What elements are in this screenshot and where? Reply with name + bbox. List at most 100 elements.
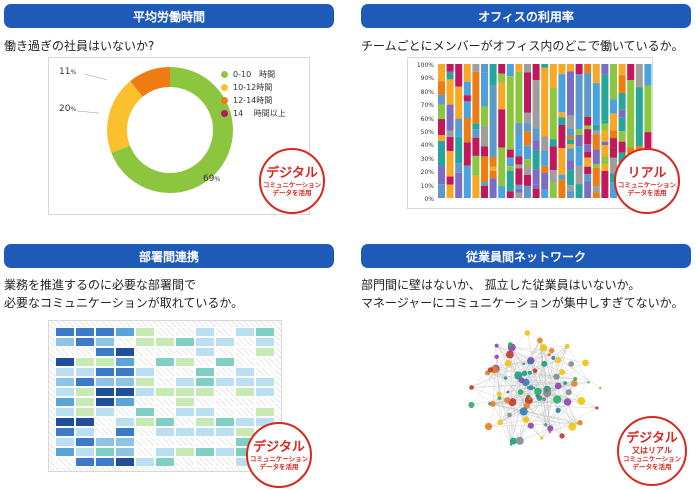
bar-segment — [601, 120, 609, 124]
network-node — [564, 343, 570, 349]
heatmap-cell — [115, 387, 135, 397]
heatmap-cell — [95, 357, 115, 367]
bar-segment — [438, 119, 445, 136]
bar-segment — [558, 117, 566, 125]
bar-segment — [567, 191, 574, 198]
network-node — [545, 389, 548, 392]
bar-segment — [567, 160, 574, 171]
network-node — [587, 381, 590, 384]
legend-item-10-12: 10-12時間 — [221, 81, 286, 94]
bar-segment — [455, 172, 463, 198]
bar-segment — [644, 64, 652, 86]
network-node — [568, 422, 577, 431]
network-node — [543, 389, 552, 398]
bar-segment — [541, 189, 549, 198]
heatmap-cell — [135, 377, 155, 387]
network-edge — [494, 360, 531, 370]
badge-digital-q1: デジタル コミュニケーション データを活用 — [259, 148, 325, 214]
network-edge — [513, 392, 548, 442]
bar-segment — [567, 71, 574, 116]
bar-segment — [472, 64, 480, 72]
heatmap-cell — [255, 337, 275, 347]
panel-department-heatmap — [48, 320, 282, 472]
heatmap-cell — [55, 407, 75, 417]
network-edge — [529, 346, 568, 373]
heatmap-cell — [175, 407, 195, 417]
heatmap-cell — [215, 337, 235, 347]
bar-segment — [549, 87, 557, 134]
heatmap-cell — [195, 357, 215, 367]
bar-segment — [644, 85, 652, 133]
bar-segment — [618, 75, 626, 93]
bar-segment — [618, 117, 626, 132]
network-node — [595, 406, 599, 410]
heatmap-cell — [255, 347, 275, 357]
network-edge — [530, 360, 539, 392]
heatmap-cell — [195, 397, 215, 407]
network-node — [551, 355, 556, 360]
network-node — [563, 398, 572, 406]
bar-segment — [635, 87, 643, 146]
bar-segment — [532, 188, 540, 198]
network-edge — [527, 332, 546, 425]
bar-segment — [601, 123, 609, 131]
network-node — [494, 343, 499, 348]
heatmap-cell — [195, 437, 215, 447]
panel-office-stacked-bars: 100% 90% 80% 70% 60% 50% 40% 30% 20% 10%… — [407, 57, 653, 209]
bar-segment — [446, 137, 454, 151]
heatmap-cell — [175, 357, 195, 367]
bar-segment — [498, 147, 506, 187]
bar-segment — [472, 71, 480, 124]
heatmap-cell — [175, 427, 195, 437]
network-edge — [561, 372, 568, 403]
y-axis-ticks: 100% 90% 80% 70% 60% 50% 40% 30% 20% 10%… — [412, 62, 434, 203]
heatmap-cell — [75, 417, 95, 427]
bar-segment — [524, 145, 531, 160]
heatmap-cell — [115, 347, 135, 357]
heatmap-cell — [175, 447, 195, 457]
network-node — [515, 436, 524, 445]
heatmap-cell — [175, 397, 195, 407]
bar-segment — [446, 71, 454, 80]
heatmap-cell — [255, 387, 275, 397]
heatmap-cell — [155, 417, 175, 427]
bar-segment — [438, 104, 445, 120]
bar-segment — [584, 157, 592, 164]
desc-cross-department-line2: 必要なコミュニケーションが取れているか。 — [4, 296, 244, 310]
heatmap-cell — [115, 357, 135, 367]
heatmap-cell — [195, 367, 215, 377]
heatmap-cell — [155, 367, 175, 377]
bar-segment — [584, 163, 592, 167]
network-edge — [539, 340, 546, 425]
bar-segment — [601, 74, 609, 121]
bar-segment — [515, 64, 523, 72]
heatmap-cell — [195, 327, 215, 337]
heatmap-cell — [95, 367, 115, 377]
bar-segment — [489, 156, 497, 167]
heatmap-cell — [195, 347, 215, 357]
network-edge — [537, 347, 544, 391]
heatmap-cell — [155, 377, 175, 387]
bar-segment — [524, 159, 531, 167]
heatmap-cell — [75, 427, 95, 437]
bar-segment — [541, 67, 549, 137]
badge-digital-or-real-q4: デジタル 又はリアル コミュニケーション データを活用 — [617, 416, 687, 486]
bar-segment — [455, 163, 463, 173]
heatmap-cell — [235, 407, 255, 417]
bar-segment — [584, 116, 592, 126]
heatmap-cell — [95, 387, 115, 397]
bar-segment — [498, 186, 506, 198]
bar-segment — [627, 64, 635, 81]
bar-segment — [481, 64, 488, 73]
network-edge — [537, 346, 568, 396]
bar-segment — [592, 134, 600, 150]
network-node — [519, 407, 528, 416]
bar-segment — [541, 136, 549, 151]
heatmap-cell — [55, 377, 75, 387]
network-edge — [513, 383, 575, 442]
heatmap-cell — [215, 377, 235, 387]
ytick: 90% — [420, 75, 434, 83]
network-edge — [490, 347, 544, 371]
bar-segment — [549, 139, 557, 147]
bar-segment — [592, 124, 600, 131]
